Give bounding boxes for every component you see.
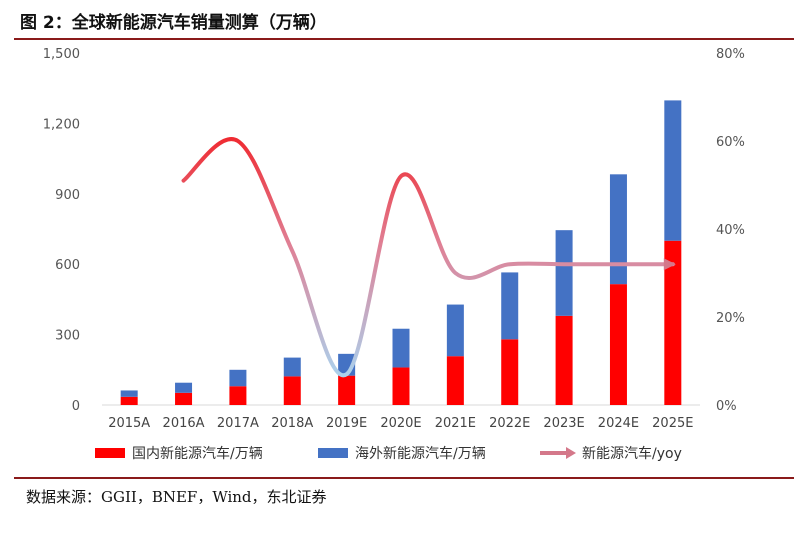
footer-divider [14, 477, 794, 479]
bar-domestic [501, 339, 519, 405]
category-label: 2024E [598, 416, 639, 431]
bar-overseas [229, 369, 247, 387]
chart-svg: 0 300 600 900 1,200 1,500 0% 20% 40% 60% 80% 2015… [43, 47, 745, 462]
bar-overseas [446, 304, 464, 357]
category-label: 2023E [543, 416, 584, 431]
bar-overseas [555, 230, 573, 316]
bar-domestic [609, 284, 627, 405]
right-tick-label: 0% [716, 399, 737, 414]
legend: 国内新能源汽车/万辆 海外新能源汽车/万辆 新能源汽车/yoy [95, 445, 682, 462]
yoy-arrowhead [663, 258, 676, 271]
bar-domestic [229, 386, 247, 405]
legend-swatch [318, 448, 348, 458]
category-label: 2020E [380, 416, 421, 431]
legend-arrow-icon [566, 447, 576, 459]
category-label: 2015A [108, 416, 150, 431]
chart-area: 0 300 600 900 1,200 1,500 0% 20% 40% 60% 80% 2015… [0, 40, 808, 476]
left-tick-label: 1,500 [43, 47, 80, 62]
bar-domestic [555, 315, 573, 405]
category-label: 2016A [163, 416, 205, 431]
bar-domestic [338, 375, 356, 405]
right-tick-label: 80% [716, 47, 745, 62]
bar-domestic [175, 392, 193, 405]
bar-domestic [392, 367, 410, 405]
left-tick-label: 900 [55, 188, 80, 203]
title-divider [14, 38, 794, 40]
bar-domestic [446, 356, 464, 405]
left-tick-label: 1,200 [43, 117, 80, 132]
left-tick-label: 300 [55, 329, 80, 344]
bar-overseas [175, 382, 193, 393]
yoy-line [181, 137, 675, 378]
category-label: 2022E [489, 416, 530, 431]
bar-overseas [283, 357, 301, 377]
category-label: 2019E [326, 416, 367, 431]
bar-overseas [609, 174, 627, 285]
yoy-line-group [181, 137, 676, 378]
bar-overseas [392, 328, 410, 368]
bar-domestic [120, 396, 138, 405]
category-label: 2017A [217, 416, 259, 431]
bars-group [120, 100, 682, 405]
bar-overseas [120, 390, 138, 397]
bar-domestic [283, 376, 301, 405]
right-tick-label: 60% [716, 135, 745, 150]
right-tick-label: 40% [716, 223, 745, 238]
bar-overseas [501, 272, 519, 340]
chart-title: 图 2：全球新能源汽车销量测算（万辆） [20, 13, 327, 33]
source-note: 数据来源：GGII，BNEF，Wind，东北证券 [26, 488, 327, 506]
bar-overseas [664, 100, 682, 241]
left-tick-label: 600 [55, 258, 80, 273]
legend-label: 国内新能源汽车/万辆 [132, 445, 263, 462]
legend-label: 新能源汽车/yoy [582, 445, 682, 462]
category-label: 2025E [652, 416, 693, 431]
bar-domestic [664, 240, 682, 405]
left-axis: 0 300 600 900 1,200 1,500 [43, 47, 80, 414]
legend-swatch [95, 448, 125, 458]
left-tick-label: 0 [72, 399, 80, 414]
category-labels: 2015A 2016A 2017A 2018A 2019E 2020E 2021E 2022E… [108, 416, 693, 431]
right-tick-label: 20% [716, 311, 745, 326]
title-bar: 图 2：全球新能源汽车销量测算（万辆） [0, 0, 808, 44]
category-label: 2021E [435, 416, 476, 431]
category-label: 2018A [271, 416, 313, 431]
legend-label: 海外新能源汽车/万辆 [355, 445, 486, 462]
right-axis: 0% 20% 40% 60% 80% [716, 47, 745, 414]
